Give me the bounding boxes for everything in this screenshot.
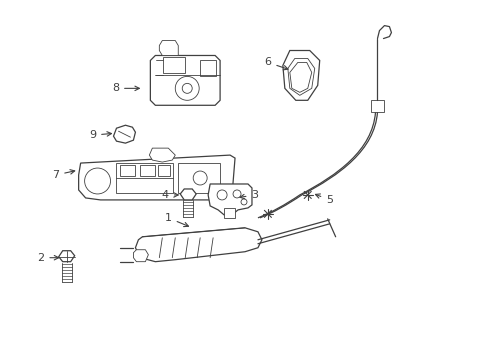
Circle shape <box>233 190 241 198</box>
Polygon shape <box>208 184 252 215</box>
Circle shape <box>193 171 207 185</box>
Bar <box>370 100 385 112</box>
Text: 4: 4 <box>162 190 178 200</box>
Bar <box>121 165 135 176</box>
Text: 6: 6 <box>265 58 288 70</box>
Polygon shape <box>59 251 74 262</box>
Circle shape <box>241 199 247 205</box>
Text: 3: 3 <box>240 190 258 200</box>
Circle shape <box>175 76 199 100</box>
Bar <box>116 163 173 193</box>
Polygon shape <box>114 125 135 143</box>
Polygon shape <box>149 148 175 162</box>
Polygon shape <box>283 50 319 100</box>
Circle shape <box>85 168 111 194</box>
Text: 7: 7 <box>52 170 74 180</box>
Polygon shape <box>135 228 262 262</box>
Polygon shape <box>78 155 235 200</box>
Polygon shape <box>224 208 235 218</box>
Text: 1: 1 <box>165 213 189 226</box>
Text: 5: 5 <box>316 194 333 205</box>
Text: 9: 9 <box>89 130 112 140</box>
Circle shape <box>182 84 192 93</box>
Bar <box>163 58 185 73</box>
Polygon shape <box>133 250 148 262</box>
Bar <box>141 165 155 176</box>
Bar <box>158 165 171 176</box>
Bar <box>200 60 216 76</box>
Polygon shape <box>159 41 178 55</box>
Polygon shape <box>290 62 312 92</box>
Text: 2: 2 <box>37 253 59 263</box>
Circle shape <box>217 190 227 200</box>
Text: 8: 8 <box>112 84 139 93</box>
Polygon shape <box>288 58 315 95</box>
Bar <box>178 163 220 193</box>
Polygon shape <box>180 189 196 200</box>
Polygon shape <box>150 55 220 105</box>
